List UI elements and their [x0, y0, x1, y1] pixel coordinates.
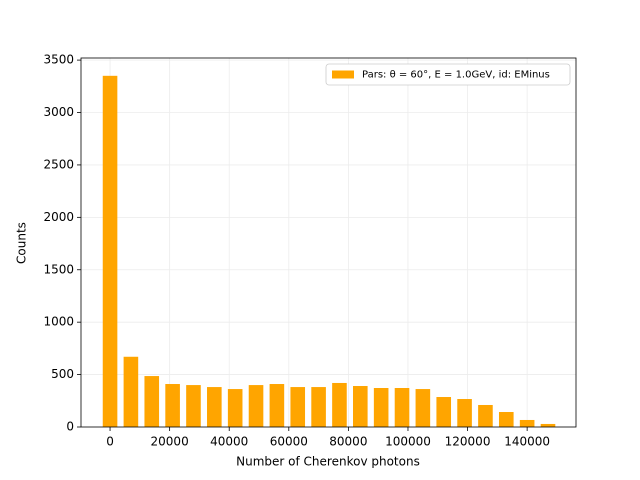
- bar: [290, 387, 306, 427]
- y-axis-label: Counts: [15, 222, 29, 264]
- bar: [478, 404, 493, 427]
- x-tick-label: 120000: [445, 435, 491, 449]
- bar: [248, 385, 264, 427]
- bar: [394, 388, 410, 427]
- bar: [207, 387, 222, 427]
- x-tick-label: 140000: [504, 435, 550, 449]
- bar: [353, 386, 368, 427]
- bar: [436, 397, 452, 427]
- x-tick-label: 60000: [270, 435, 308, 449]
- y-tick-label: 1500: [43, 262, 74, 276]
- bar: [415, 389, 431, 427]
- legend-label: Pars: θ = 60°, E = 1.0GeV, id: EMinus: [362, 70, 550, 81]
- y-tick-label: 2500: [43, 157, 74, 171]
- x-axis-label: Number of Cherenkov photons: [236, 455, 420, 469]
- bar: [102, 75, 118, 428]
- y-tick-label: 3000: [43, 105, 74, 119]
- y-tick-label: 2000: [43, 210, 74, 224]
- bar: [123, 356, 139, 427]
- y-tick-label: 1000: [43, 315, 74, 329]
- bar: [144, 376, 160, 427]
- legend-box: [325, 63, 571, 86]
- y-tick-label: 0: [66, 420, 74, 434]
- bar: [332, 382, 347, 427]
- bar: [498, 412, 514, 427]
- x-tick-label: 0: [106, 435, 114, 449]
- bar: [373, 388, 389, 427]
- bar: [540, 423, 556, 427]
- legend-swatch: [332, 70, 354, 79]
- bar: [457, 399, 472, 427]
- x-tick-label: 20000: [151, 435, 189, 449]
- x-tick-label: 40000: [210, 435, 248, 449]
- bar: [311, 387, 326, 427]
- x-tick-label: 80000: [329, 435, 367, 449]
- bar: [165, 384, 180, 427]
- y-tick-label: 500: [51, 367, 74, 381]
- y-tick-label: 3500: [43, 53, 74, 67]
- x-tick-label: 100000: [385, 435, 431, 449]
- plot-frame: [80, 57, 577, 428]
- bar: [269, 384, 285, 427]
- bar: [227, 389, 243, 427]
- bar: [519, 419, 535, 427]
- bar: [186, 385, 201, 427]
